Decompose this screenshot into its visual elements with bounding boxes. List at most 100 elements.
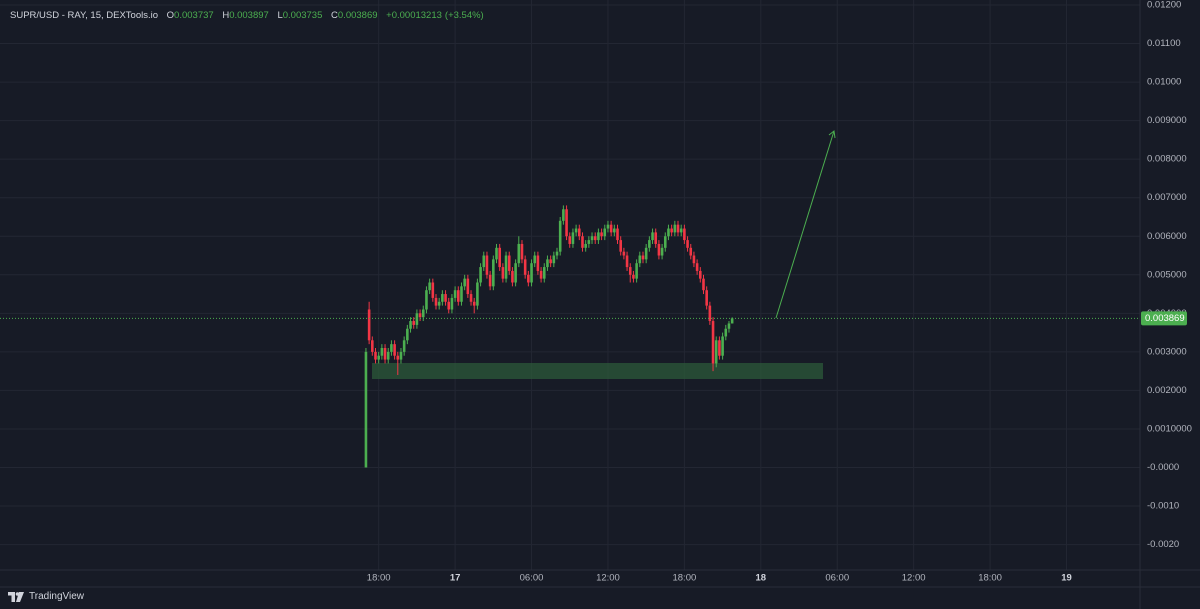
x-tick-label: 18:00 (367, 573, 391, 584)
y-tick-label: 0.009000 (1147, 115, 1187, 126)
candle-body (428, 282, 431, 291)
candle-body (565, 209, 568, 237)
arrow-head (828, 130, 836, 139)
candle-body (412, 321, 416, 325)
candle-body (619, 240, 622, 252)
candle-body (546, 259, 549, 268)
candle-body (383, 348, 387, 360)
y-tick-label: -0.0020 (1147, 539, 1179, 550)
candle-body (492, 259, 495, 287)
candle-body (718, 340, 721, 356)
candle-body (463, 278, 466, 287)
y-tick-label: 0.008000 (1147, 154, 1187, 165)
candle-body (434, 297, 438, 306)
logo (8, 591, 24, 602)
y-tick-label: 0.002000 (1147, 385, 1187, 396)
candle-body (377, 355, 380, 360)
candle-body (660, 247, 664, 256)
candle-body (597, 232, 600, 241)
candle-body (683, 228, 686, 241)
candle-body (441, 294, 444, 302)
candle-body (632, 274, 635, 279)
candle-body (415, 313, 419, 325)
candle-body (670, 228, 673, 233)
candle-body (447, 301, 451, 310)
candle-body (705, 290, 708, 306)
candle-body (676, 224, 680, 233)
candle-body (421, 309, 425, 318)
candle-body (520, 243, 524, 260)
candle-body (418, 313, 422, 318)
candle-body (581, 236, 584, 248)
ohlc-value: 0.003737 (174, 10, 214, 21)
candle-body (555, 251, 559, 256)
candle-body (527, 274, 530, 283)
support-zone (372, 363, 823, 379)
candle-body (730, 318, 734, 324)
ohlc-key: L (277, 10, 283, 21)
candle-body (533, 255, 537, 264)
candle-body (686, 240, 689, 248)
candle-body (711, 321, 715, 364)
change: +0.00013213 (386, 10, 442, 21)
candle-body (367, 309, 371, 341)
candle-body (638, 255, 642, 264)
candle-body (536, 255, 540, 271)
candle-body (374, 351, 377, 360)
x-tick-label: 18 (756, 573, 767, 584)
candle-body (622, 251, 626, 256)
candle-body (444, 294, 447, 302)
candle-body (593, 236, 597, 241)
candle-body (542, 267, 546, 279)
candle-body (574, 228, 578, 233)
candle-body (472, 301, 476, 306)
candle-body (425, 290, 428, 310)
ohlc-key: H (222, 10, 230, 21)
y-tick-label: 0.0010000 (1147, 423, 1192, 434)
x-tick-label: 17 (450, 573, 461, 584)
candle-body (396, 355, 400, 360)
y-tick-label: 0.01100 (1147, 38, 1181, 49)
ohlc-value: 0.003897 (229, 10, 269, 21)
y-tick-label: 0.005000 (1147, 269, 1187, 280)
candle-body (606, 224, 610, 229)
candle-body (437, 301, 441, 306)
candle-body (648, 240, 651, 248)
candle-body (568, 236, 572, 244)
candle-body (667, 228, 670, 237)
candle-body (625, 255, 629, 268)
candle-body (727, 323, 731, 329)
candle-body (530, 263, 533, 283)
candle-body (380, 348, 384, 356)
candle-body (466, 278, 470, 295)
x-tick-label: 18:00 (672, 573, 696, 584)
candle-body (364, 351, 368, 468)
y-tick-label: 0.007000 (1147, 192, 1187, 203)
candle-body (498, 247, 501, 268)
candle-body (552, 255, 556, 264)
candle-body (514, 263, 517, 283)
x-tick-label: 12:00 (596, 573, 620, 584)
candle-body (399, 351, 403, 360)
candle-body (453, 290, 457, 298)
candle-body (488, 274, 492, 287)
candle-body (402, 340, 406, 352)
y-tick-label: 0.006000 (1147, 231, 1187, 242)
candle-body (613, 228, 616, 233)
candle-body (657, 243, 661, 256)
x-tick-label: 06:00 (520, 573, 544, 584)
candle-body (695, 263, 699, 271)
axes: 0.01200 0.01100 0.01000 0.009000 0.008000 0.0… (367, 0, 1192, 584)
candle-body (673, 224, 677, 233)
candle-body (692, 255, 696, 264)
candle-body (450, 297, 454, 310)
candle-body (714, 340, 718, 364)
candle-body (562, 209, 565, 221)
candle-body (590, 236, 594, 241)
candle-body (485, 255, 489, 275)
candle-body (431, 282, 435, 298)
ohlc-value: 0.003735 (282, 10, 323, 21)
candle-body (571, 232, 575, 244)
